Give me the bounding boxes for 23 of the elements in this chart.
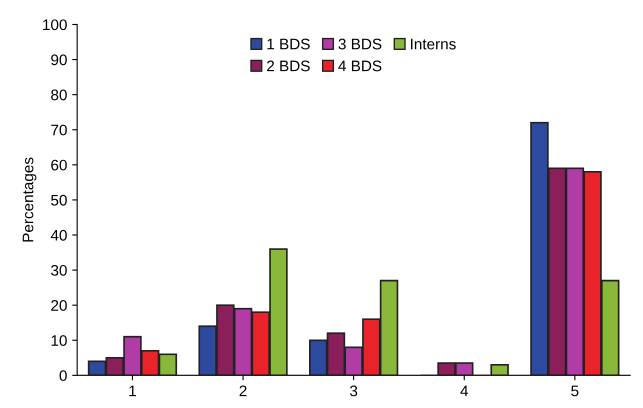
y-tick-label: 90 [51,54,67,66]
y-tick-label: 100 [43,19,67,30]
y-tick-label: 30 [51,264,67,276]
x-tick-label: 3 [350,385,358,396]
legend-label: 1 BDS [267,38,310,50]
y-tick-label: 10 [52,335,67,346]
x-tick-label: 2 [240,385,247,396]
legend-label: 4 BDS [338,60,382,72]
y-tick-label: 40 [50,230,67,241]
legend-label: Interns [411,38,456,50]
legend-label: 3 BDS [338,38,382,50]
y-tick-label: 0 [60,370,67,382]
x-tick-label: 5 [571,386,578,396]
x-tick-label: 1 [129,386,136,396]
y-tick-label: 80 [51,90,67,100]
legend-label: 2 BDS [267,60,310,72]
y-tick-label: 20 [51,300,67,311]
bar [490,364,509,376]
y-tick-label: 60 [51,160,67,171]
y-tick-label: 70 [51,124,67,136]
y-axis-title: Percentages [22,158,36,242]
y-tick-label: 50 [51,194,67,206]
x-tick-label: 4 [460,386,468,396]
